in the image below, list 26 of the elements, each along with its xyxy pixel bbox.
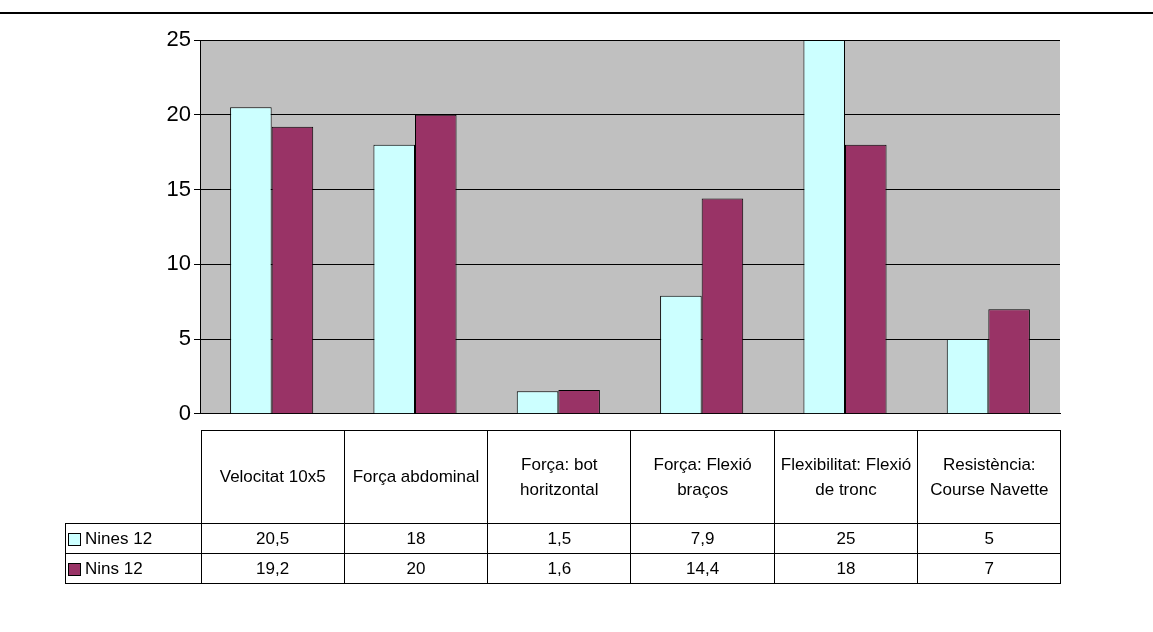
data-label: 18 bbox=[344, 523, 488, 554]
x-tick-label: Resistència: Course Navette bbox=[917, 430, 1061, 524]
y-tick-label: 5 bbox=[178, 325, 191, 351]
data-label: 20,5 bbox=[201, 523, 345, 554]
y-tick-label: 25 bbox=[166, 26, 191, 52]
legend-label: Nines 12 bbox=[65, 523, 201, 554]
data-label: 5 bbox=[917, 523, 1061, 554]
y-tick-label: 10 bbox=[166, 250, 191, 276]
data-label: 7,9 bbox=[630, 523, 775, 554]
data-label: 7 bbox=[917, 553, 1061, 584]
legend-label: Nins 12 bbox=[65, 553, 201, 584]
data-label: 19,2 bbox=[201, 553, 345, 584]
x-tick-label: Força: Flexió braços bbox=[630, 430, 775, 524]
data-label: 1,5 bbox=[487, 523, 631, 554]
y-tick-label: 20 bbox=[166, 100, 191, 126]
data-label: 20 bbox=[344, 553, 488, 584]
x-tick-label: Flexibilitat: Flexió de tronc bbox=[774, 430, 918, 524]
data-label: 25 bbox=[774, 523, 918, 554]
x-tick-label: Velocitat 10x5 bbox=[201, 430, 345, 524]
y-tick-label: 15 bbox=[166, 175, 191, 201]
y-tick-label: 0 bbox=[178, 399, 191, 425]
data-label: 14,4 bbox=[630, 553, 775, 584]
data-label: 1,6 bbox=[487, 553, 631, 584]
x-tick-label: Força: bot horitzontal bbox=[487, 430, 631, 524]
x-tick-label: Força abdominal bbox=[344, 430, 488, 524]
data-label: 18 bbox=[774, 553, 918, 584]
